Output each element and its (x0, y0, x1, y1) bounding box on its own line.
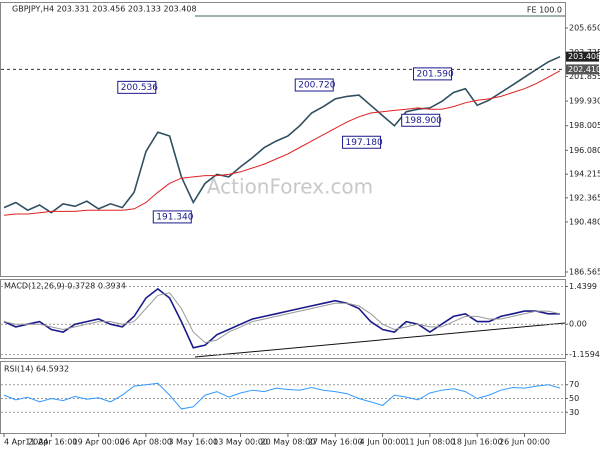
annotation-box (342, 135, 382, 149)
price-marker-label: 203.408 (568, 52, 600, 61)
annotation-box (294, 78, 334, 92)
y-tick-label: 70 (569, 380, 579, 389)
chart-title: GBPJPY,H4 203.331 203.456 203.133 203.40… (12, 5, 197, 14)
x-tick-label: 20 May 08:00 (260, 438, 315, 447)
y-tick-label: 205.650 (569, 23, 600, 32)
series-line (3, 287, 560, 349)
y-tick-label: 199.930 (569, 97, 600, 106)
x-tick-label: 4 Jun 00:00 (360, 438, 406, 447)
y-tick-label: 190.480 (569, 217, 600, 226)
y-tick-label: 0.00 (569, 320, 587, 329)
series-line (3, 70, 561, 216)
x-tick-label: 27 May 16:00 (308, 438, 363, 447)
x-tick-label: 26 Apr 08:00 (120, 438, 172, 447)
x-tick-label: 11 Jun 08:00 (404, 438, 455, 447)
y-tick-label: 201.855 (569, 72, 600, 81)
annotation-box (401, 113, 441, 127)
series-line (3, 55, 561, 214)
x-tick-label: 13 May 00:00 (213, 438, 268, 447)
annotation-box (117, 80, 157, 94)
rsi-title: RSI(14) 64.5932 (4, 365, 69, 374)
watermark: ActionForex.com (207, 175, 373, 199)
x-tick-label: 11 Apr 16:00 (25, 438, 77, 447)
annotation-box (413, 67, 453, 81)
y-tick-label: 1.4399 (569, 282, 597, 291)
price-marker-box (566, 64, 599, 75)
macd-trendline (194, 322, 566, 358)
y-tick-label: 194.215 (569, 170, 600, 179)
fe-label: FE 100.0 (527, 6, 562, 15)
y-tick-label: 50 (569, 394, 579, 403)
x-tick-label: 26 Jun 00:00 (499, 438, 550, 447)
annotation-label: 197.180 (346, 138, 383, 148)
y-tick-label: 30 (569, 408, 579, 417)
rsi-frame (0, 361, 566, 434)
price-marker-box (566, 51, 599, 62)
y-tick-label: 196.080 (569, 146, 600, 155)
y-tick-label: 192.365 (569, 193, 600, 202)
series-line (3, 382, 561, 410)
x-tick-label: 18 Jun 16:00 (452, 438, 503, 447)
x-tick-label: 4 Apr 2024 (4, 438, 48, 447)
annotation-label: 191.340 (156, 212, 193, 222)
x-tick-label: 3 May 16:00 (168, 438, 218, 447)
annotation-label: 198.900 (405, 116, 442, 126)
x-tick-label: 19 Apr 00:00 (73, 438, 125, 447)
annotation-label: 201.590 (417, 69, 454, 79)
y-tick-label: -1.1594 (569, 350, 600, 359)
macd-title: MACD(12,26,9) 0.3728 0.3934 (4, 282, 126, 291)
annotation-label: 200.536 (121, 83, 158, 93)
price-marker-label: 202.410 (568, 65, 600, 74)
price-frame (0, 2, 566, 277)
macd-frame (0, 279, 566, 359)
y-tick-label: 198.005 (569, 121, 600, 130)
annotation-label: 200.720 (298, 81, 335, 91)
series-line (3, 292, 561, 344)
annotation-box (152, 210, 192, 224)
y-tick-label: 186.565 (569, 267, 600, 276)
